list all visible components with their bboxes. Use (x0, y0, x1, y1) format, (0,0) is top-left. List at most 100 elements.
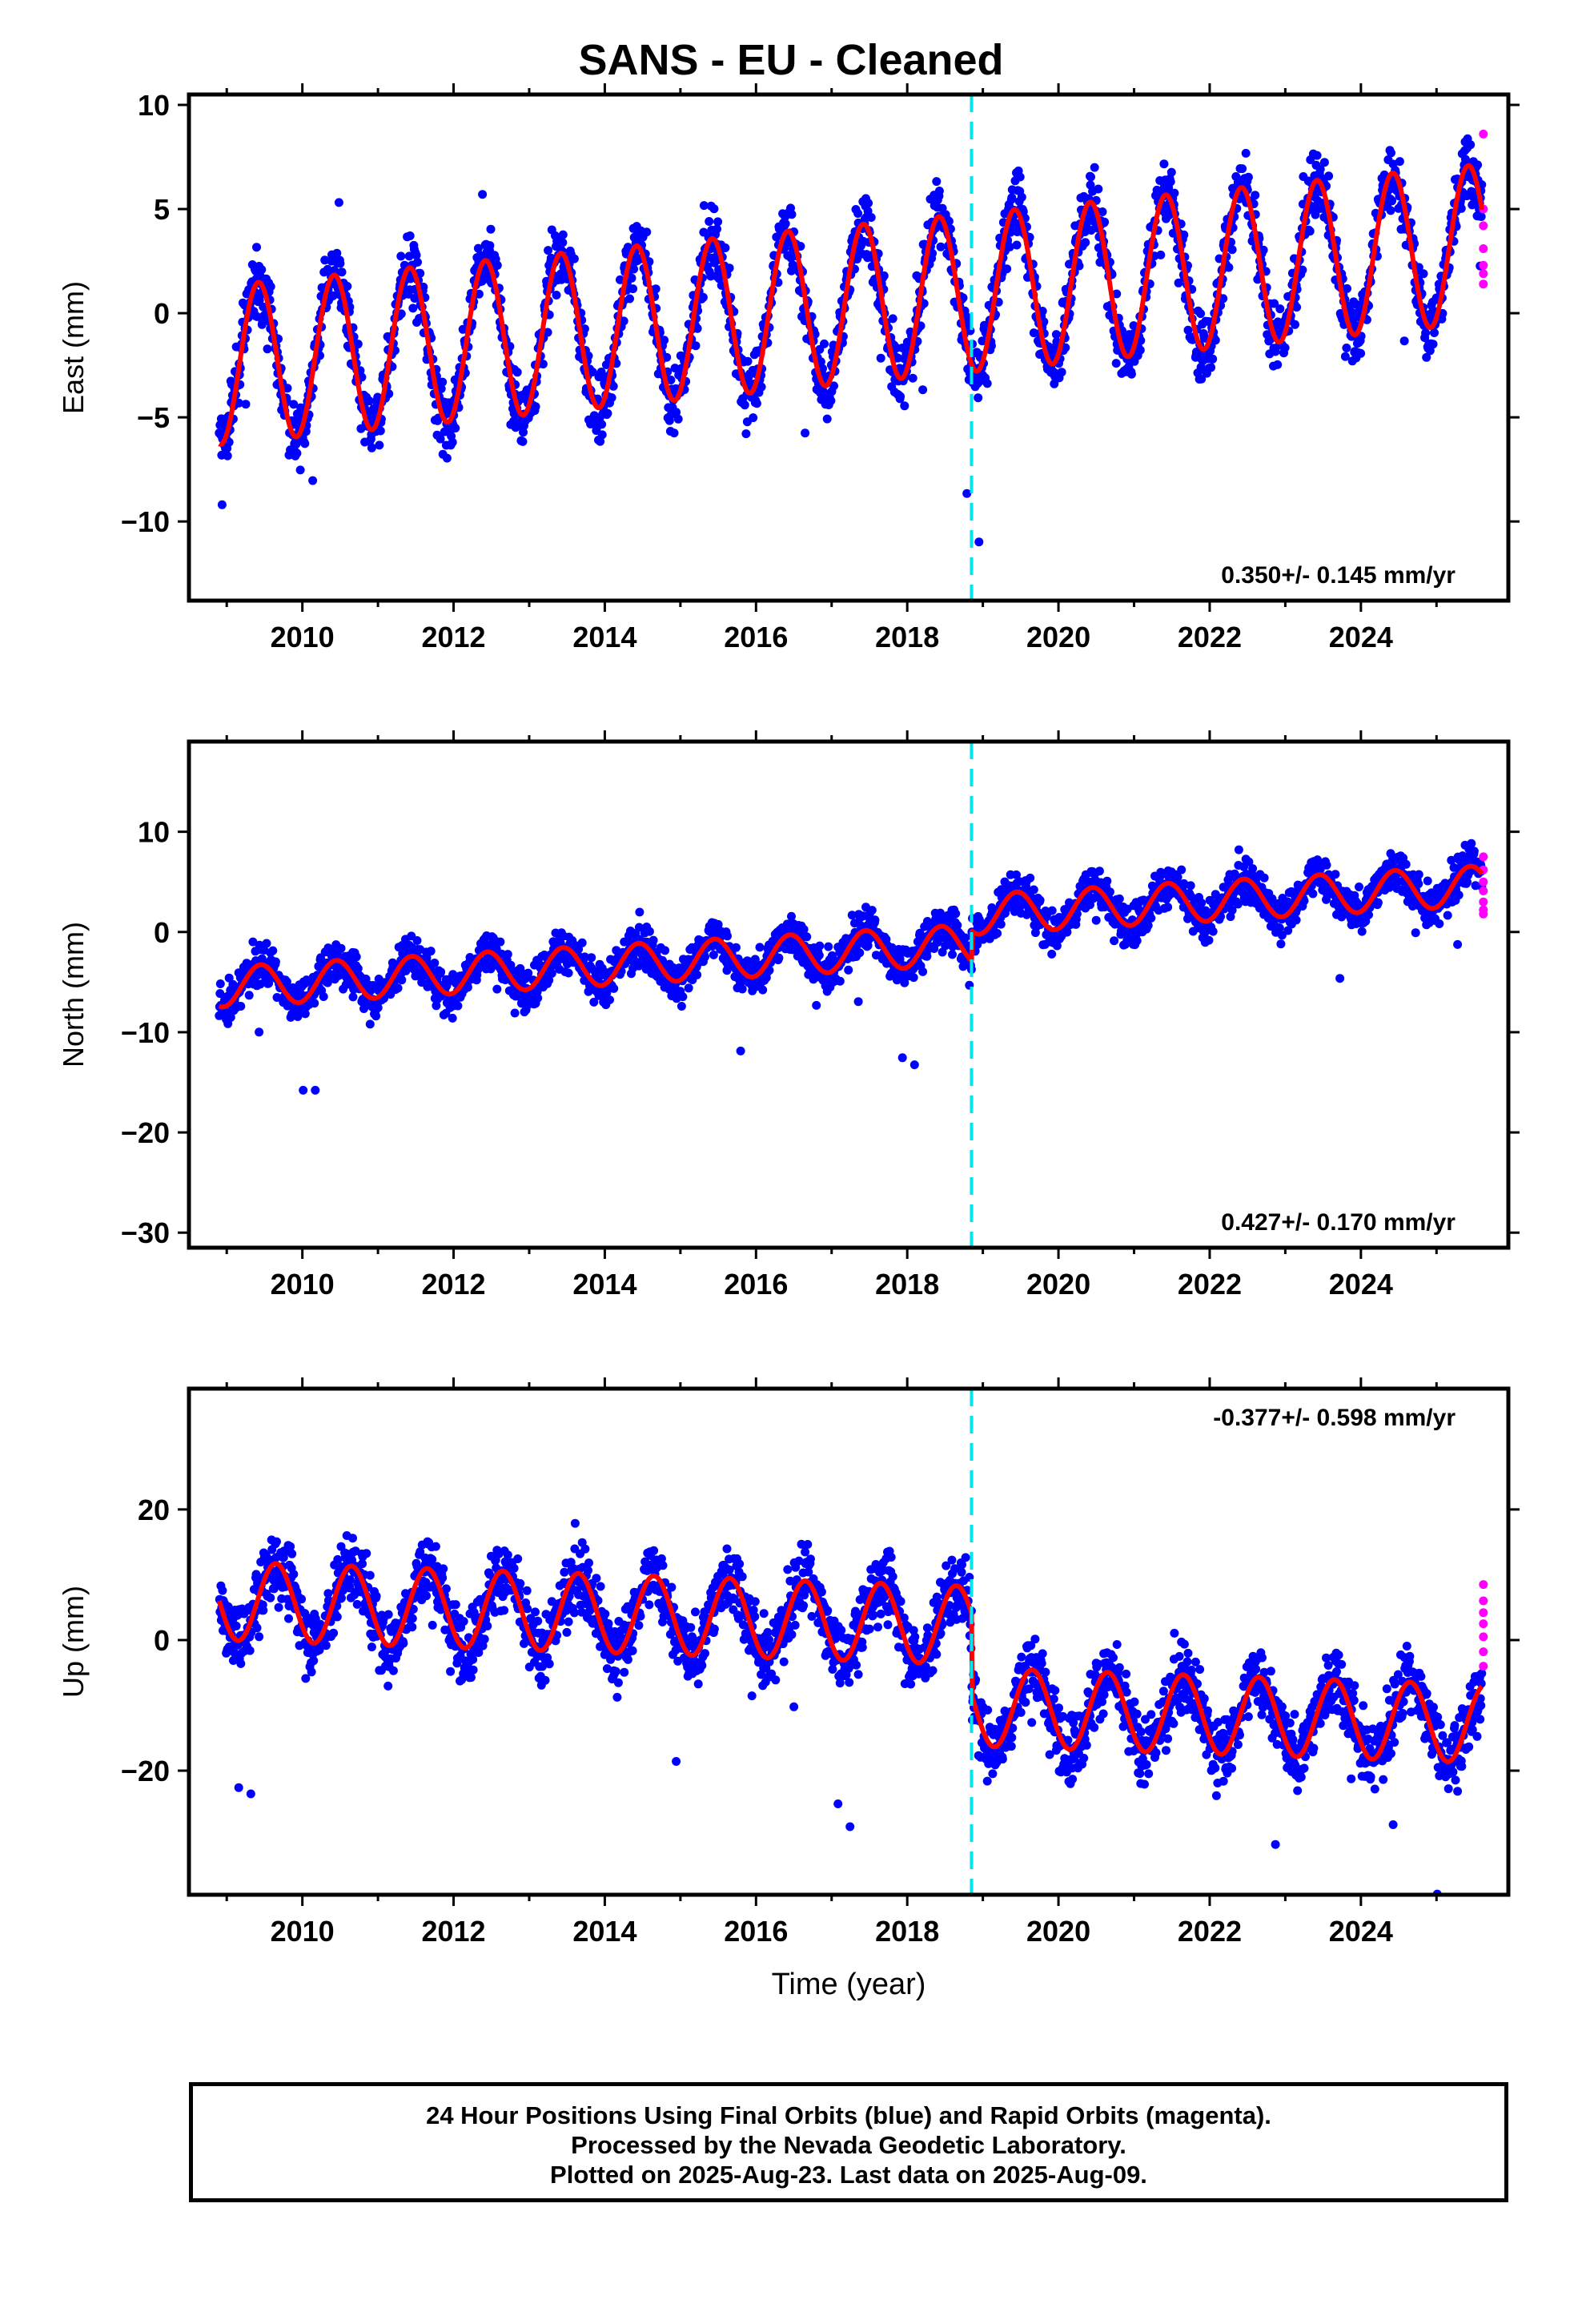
final-orbit-point (909, 1060, 919, 1070)
final-orbit-point (544, 975, 554, 985)
y-axis-label: East (mm) (57, 281, 90, 414)
plot-frame (187, 92, 1511, 603)
final-orbit-point (1015, 172, 1025, 182)
final-orbit-point (292, 448, 302, 458)
final-orbit-point (1029, 885, 1038, 895)
final-orbit-point (271, 957, 280, 967)
final-orbit-point (1186, 881, 1195, 891)
final-orbit-point (492, 984, 502, 994)
final-orbit-point (587, 953, 596, 963)
x-tick-label: 2014 (572, 621, 636, 653)
final-orbit-point (725, 263, 734, 273)
final-orbit-point (1343, 283, 1351, 293)
final-orbit-point (1086, 172, 1095, 182)
final-orbit-point (438, 377, 448, 387)
y-tick-label: 10 (138, 89, 170, 122)
final-orbit-point (1102, 876, 1112, 886)
final-orbit-point (336, 943, 346, 953)
final-orbit-point (1387, 196, 1397, 206)
final-orbit-point (1207, 363, 1216, 372)
final-orbit-point (334, 198, 343, 207)
final-orbit-point (353, 340, 363, 349)
final-orbit-point (1224, 263, 1234, 272)
final-orbit-point (642, 227, 652, 237)
final-orbit-point (1428, 340, 1438, 349)
final-orbit-point (1012, 240, 1022, 250)
final-orbit-point (951, 909, 961, 919)
final-orbit-point (864, 199, 873, 208)
final-orbit-point (252, 312, 262, 321)
final-orbit-point (900, 401, 909, 411)
final-orbit-point (1248, 864, 1258, 874)
final-orbit-point (215, 989, 225, 999)
final-orbit-point (628, 284, 638, 294)
final-orbit-point (272, 993, 282, 1002)
final-orbit-point (918, 967, 928, 976)
final-orbit-point (713, 217, 723, 227)
final-orbit-point (1399, 336, 1409, 346)
final-orbit-point (1421, 328, 1431, 338)
final-orbit-point (867, 906, 877, 915)
final-orbit-point (635, 907, 644, 917)
final-orbit-point (569, 254, 579, 263)
final-orbit-point (397, 975, 407, 985)
final-orbit-point (580, 324, 589, 334)
final-orbit-point (308, 476, 318, 485)
final-orbit-point (666, 376, 676, 384)
final-orbit-point (430, 959, 440, 967)
final-orbit-point (1135, 345, 1145, 355)
final-orbit-point (405, 231, 415, 240)
final-orbit-point (835, 976, 845, 986)
final-orbit-point (996, 919, 1006, 929)
final-orbit-point (855, 948, 865, 958)
final-orbit-point (1241, 148, 1251, 158)
final-orbit-point (597, 420, 607, 429)
final-orbit-point (351, 952, 361, 962)
final-orbit-point (1204, 935, 1214, 945)
final-orbit-point (310, 999, 319, 1008)
panel-east: 2010 2012 2014 2016 2018 2020 2022 2024−10−5051… (57, 83, 1520, 653)
final-orbit-point (962, 313, 972, 323)
final-orbit-point (660, 336, 669, 345)
final-orbit-point (705, 217, 714, 226)
final-orbit-point (1146, 913, 1156, 923)
final-orbit-point (731, 943, 741, 952)
final-orbit-point (1007, 193, 1017, 203)
final-orbit-point (693, 970, 702, 979)
final-orbit-point (365, 1019, 375, 1029)
final-orbit-point (1243, 172, 1253, 182)
x-tick-label: 2018 (875, 621, 939, 653)
final-orbit-point (485, 241, 495, 251)
final-orbit-point (248, 937, 258, 947)
final-orbit-point (373, 1003, 383, 1012)
final-orbit-point (1473, 160, 1483, 170)
final-orbit-point (558, 238, 568, 247)
final-orbit-point (492, 260, 502, 270)
final-orbit-point (693, 324, 702, 333)
final-orbit-point (393, 983, 403, 993)
final-orbit-point (451, 424, 460, 433)
final-orbit-point (974, 393, 983, 403)
final-orbit-point (1005, 242, 1014, 251)
final-orbit-point (384, 389, 394, 399)
final-orbit-point (629, 264, 639, 274)
final-orbit-point (1026, 873, 1035, 883)
final-orbit-point (844, 965, 853, 975)
rapid-orbit-point (1479, 244, 1488, 253)
final-orbit-point (670, 364, 680, 373)
final-orbit-point (1197, 374, 1207, 384)
final-orbit-point (300, 439, 310, 448)
final-orbit-point (714, 274, 724, 283)
final-orbit-point (1259, 245, 1268, 255)
final-orbit-point (1348, 314, 1358, 324)
final-orbit-point (1298, 265, 1307, 275)
final-orbit-point (596, 436, 605, 446)
final-orbit-point (1173, 872, 1182, 882)
final-orbit-point (627, 273, 636, 283)
final-orbit-point (1271, 347, 1280, 356)
final-orbit-point (371, 1011, 381, 1021)
final-orbit-point (1340, 352, 1350, 361)
final-orbit-point (574, 944, 584, 954)
final-orbit-point (533, 993, 543, 1003)
final-orbit-point (1233, 899, 1243, 909)
